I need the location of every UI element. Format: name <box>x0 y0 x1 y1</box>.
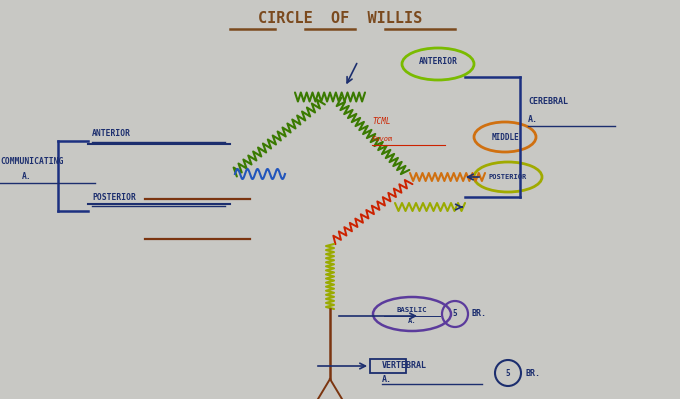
Text: TCML: TCML <box>372 117 390 126</box>
Text: BR.: BR. <box>472 310 487 318</box>
Text: 5: 5 <box>453 310 458 318</box>
Text: POSTERIOR: POSTERIOR <box>92 192 136 201</box>
Text: A.: A. <box>382 375 392 383</box>
Text: 5: 5 <box>506 369 510 377</box>
Text: A.: A. <box>528 115 538 124</box>
Text: COMMUNICATING: COMMUNICATING <box>0 156 63 166</box>
Text: ANTERIOR: ANTERIOR <box>92 130 131 138</box>
Text: CIRCLE  OF  WILLIS: CIRCLE OF WILLIS <box>258 11 422 26</box>
Text: VERTEBRAL: VERTEBRAL <box>382 361 427 369</box>
Text: A.: A. <box>407 318 416 324</box>
Text: CEREBRAL: CEREBRAL <box>528 97 568 105</box>
Text: BASILIC: BASILIC <box>396 307 427 313</box>
Text: Favom: Favom <box>372 136 393 142</box>
Text: ANTERIOR: ANTERIOR <box>418 57 458 67</box>
Text: A.: A. <box>22 172 32 182</box>
Text: BR.: BR. <box>525 369 540 377</box>
Text: MIDDLE: MIDDLE <box>491 132 519 142</box>
Text: POSTERIOR: POSTERIOR <box>489 174 527 180</box>
